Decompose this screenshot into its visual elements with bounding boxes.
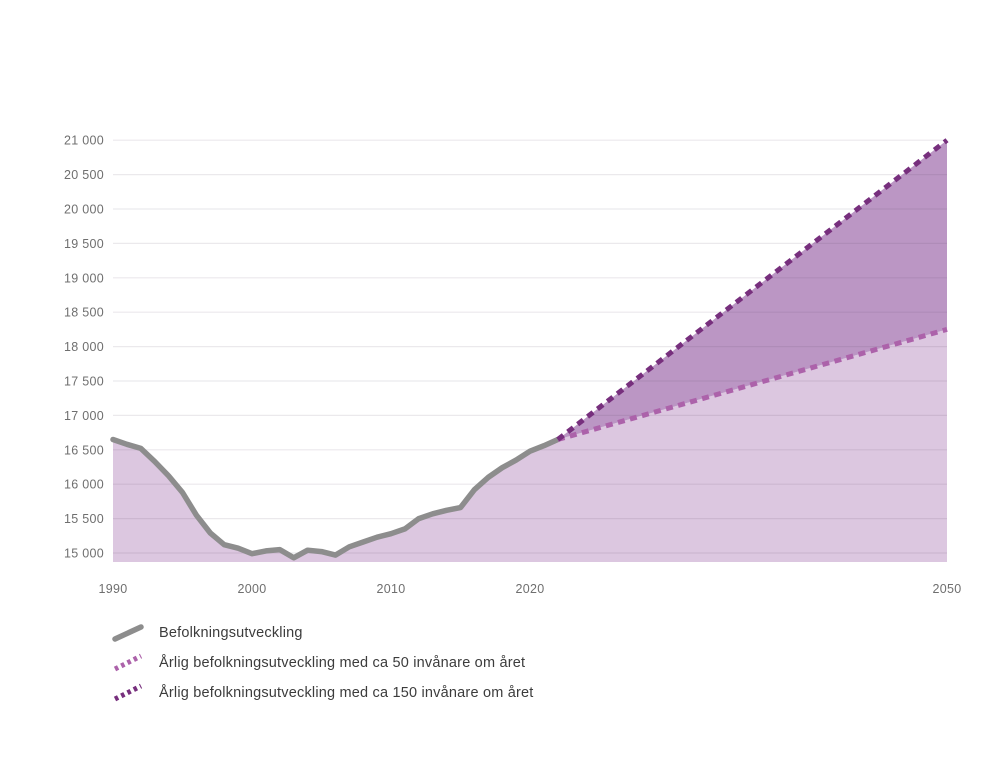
dashed-line-swatch-icon	[113, 683, 143, 702]
x-tick-label: 2010	[376, 582, 405, 596]
y-tick-label: 19 500	[64, 237, 104, 251]
legend-item-befolkningsutveckling: Befolkningsutveckling	[111, 618, 534, 648]
x-tick-label: 2000	[237, 582, 266, 596]
solid-line-swatch-icon	[112, 624, 144, 642]
line-befolkningsutveckling	[110, 436, 561, 561]
legend-item-projection-150: Årlig befolkningsutveckling med ca 150 i…	[111, 678, 534, 708]
legend-label: Befolkningsutveckling	[159, 625, 303, 641]
area-historical-and-low-projection	[113, 329, 947, 562]
y-tick-label: 15 500	[64, 512, 104, 526]
y-tick-label: 18 000	[64, 340, 104, 354]
line-projection-150	[556, 138, 949, 442]
y-tick-label: 15 000	[64, 547, 104, 561]
y-tick-label: 20 000	[64, 203, 104, 217]
chart-legend: Befolkningsutveckling Årlig befolkningsu…	[111, 618, 534, 708]
y-tick-label: 20 500	[64, 168, 104, 182]
y-tick-label: 21 000	[64, 134, 104, 148]
y-tick-label: 16 000	[64, 478, 104, 492]
x-tick-label: 2020	[515, 582, 544, 596]
y-tick-label: 19 000	[64, 271, 104, 285]
y-tick-label: 17 500	[64, 375, 104, 389]
dashed-line-swatch-icon	[113, 653, 143, 672]
legend-label: Årlig befolkningsutveckling med ca 50 in…	[159, 655, 526, 671]
y-tick-label: 17 000	[64, 409, 104, 423]
legend-item-projection-50: Årlig befolkningsutveckling med ca 50 in…	[111, 648, 534, 678]
x-tick-label: 2050	[932, 582, 961, 596]
y-tick-label: 16 500	[64, 443, 104, 457]
line-projection-50	[557, 326, 948, 442]
y-tick-label: 18 500	[64, 306, 104, 320]
legend-label: Årlig befolkningsutveckling med ca 150 i…	[159, 685, 534, 701]
x-tick-label: 1990	[98, 582, 127, 596]
